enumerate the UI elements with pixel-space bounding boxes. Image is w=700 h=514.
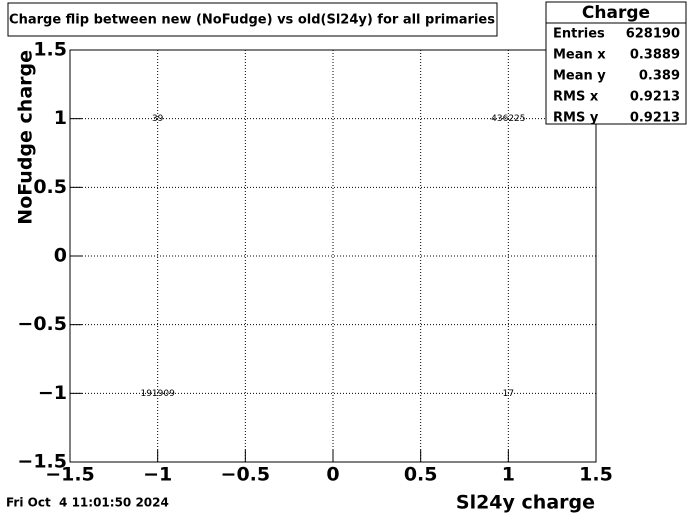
x-tick-label: 1 (502, 464, 515, 486)
y-tick-label: 1 (54, 107, 67, 129)
timestamp: Fri Oct 4 11:01:50 2024 (6, 496, 169, 510)
x-tick-label: −1 (143, 464, 172, 486)
stats-box (545, 1, 687, 125)
x-tick-label: 1.5 (579, 464, 613, 486)
stats-value: 0.9213 (630, 111, 680, 126)
y-tick-label: 0.5 (33, 176, 67, 198)
x-tick-label: −0.5 (221, 464, 271, 486)
stats-label: RMS x (553, 90, 599, 105)
stats-value: 0.389 (639, 69, 680, 84)
stats-label: Mean x (553, 48, 606, 63)
stats-label: RMS y (553, 111, 599, 126)
stats-value: 628190 (626, 27, 680, 42)
y-tick-label: −0.5 (17, 313, 67, 335)
x-tick-label: −1.5 (45, 464, 95, 486)
cell-count: 436225 (491, 114, 525, 124)
cell-count: 191909 (140, 389, 175, 399)
cell-count: 17 (503, 389, 514, 399)
x-tick-label: 0.5 (404, 464, 438, 486)
stats-value: 0.9213 (630, 90, 680, 105)
x-axis-label: Sl24y charge (456, 492, 595, 514)
stats-label: Mean y (553, 69, 606, 84)
cell-count: 39 (152, 114, 164, 124)
stats-title: Charge (582, 3, 650, 23)
y-tick-label: 0 (54, 245, 67, 267)
stats-value: 0.3889 (630, 48, 680, 63)
y-tick-label: 1.5 (33, 39, 67, 61)
title-box (7, 2, 498, 37)
stats-label: Entries (553, 27, 605, 42)
y-axis-label: NoFudge charge (15, 50, 37, 225)
y-tick-label: −1 (38, 382, 67, 404)
y-tick-label: −1.5 (17, 451, 67, 473)
chart-title: Charge flip between new (NoFudge) vs old… (9, 13, 495, 28)
x-tick-label: 0 (326, 464, 339, 486)
